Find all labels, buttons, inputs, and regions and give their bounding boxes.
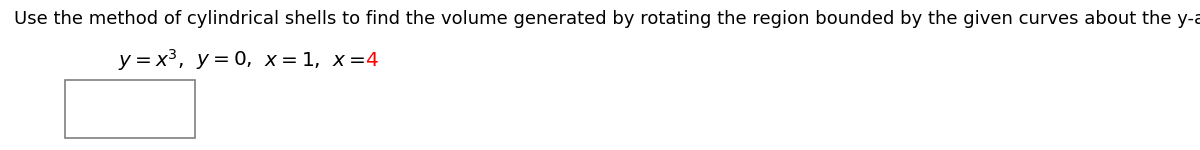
Text: $\mathit{x} = $: $\mathit{x} = $ <box>332 51 366 69</box>
Text: $\mathit{x} = 1,$: $\mathit{x} = 1,$ <box>264 50 320 70</box>
Text: Use the method of cylindrical shells to find the volume generated by rotating th: Use the method of cylindrical shells to … <box>14 11 1200 28</box>
Text: $\mathit{y} = \mathit{x}^3,$: $\mathit{y} = \mathit{x}^3,$ <box>118 47 184 73</box>
Bar <box>65 80 194 138</box>
Text: $\mathit{y} = 0,$: $\mathit{y} = 0,$ <box>196 49 252 71</box>
Text: $\mathit{4}$: $\mathit{4}$ <box>366 51 379 69</box>
